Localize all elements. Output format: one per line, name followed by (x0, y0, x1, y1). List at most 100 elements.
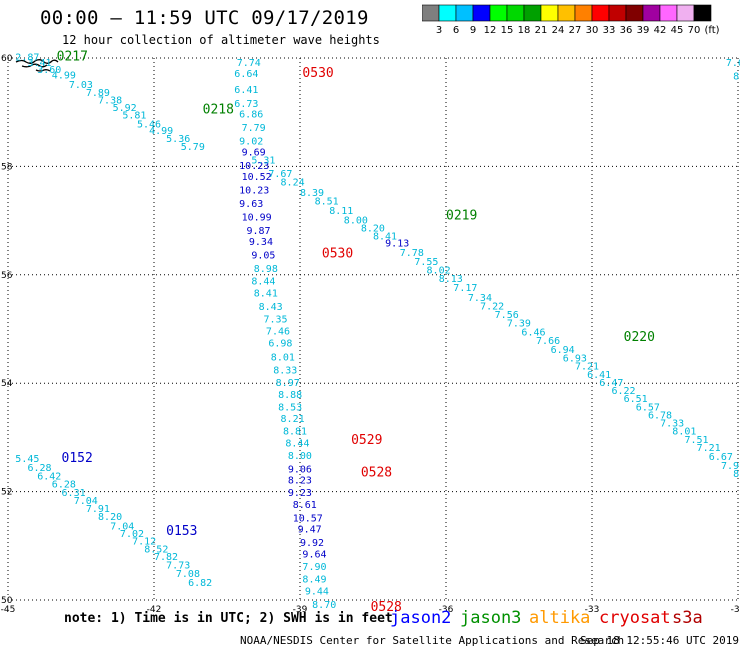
wave-height-value: 7.38 (98, 96, 122, 107)
wave-height-value: 7.67 (268, 169, 292, 180)
wave-height-value: 7.74 (237, 58, 261, 69)
wave-height-value: 8.49 (302, 575, 326, 586)
wave-height-value: 8.57 (733, 72, 740, 83)
wave-height-value: 8.41 (733, 469, 740, 480)
wave-height-value: 7.90 (302, 562, 326, 573)
wave-height-value: 6.67 (709, 452, 733, 463)
colorbar-tick-label: 45 (671, 25, 684, 36)
wave-height-value: 8.33 (273, 365, 297, 376)
wave-height-value: 9.44 (305, 587, 329, 598)
wave-height-value: 7.56 (495, 310, 519, 321)
longitude-tick-label: -36 (439, 605, 454, 615)
longitude-tick-label: -45 (1, 605, 16, 615)
wave-height-value: 7.12 (132, 537, 156, 548)
wave-height-value: 8.70 (312, 600, 336, 611)
wave-height-value: 7.64 (726, 58, 740, 69)
wave-height-value: 7.66 (536, 336, 560, 347)
wave-height-value: 7.21 (697, 443, 721, 454)
wave-height-value: 7.82 (154, 552, 178, 563)
wave-height-value: 7.04 (110, 522, 134, 533)
colorbar-tick-label: 30 (586, 25, 599, 36)
graticule (7, 57, 739, 601)
colorbar-tick-label: 36 (620, 25, 633, 36)
colorbar-tick-label: 12 (484, 25, 497, 36)
latitude-tick-label: 56 (1, 271, 13, 281)
wave-height-value: 7.55 (414, 257, 438, 268)
wave-height-value: 9.63 (239, 199, 263, 210)
wave-height-value: 8.98 (254, 264, 278, 275)
wave-height-value: 5.92 (113, 103, 137, 114)
generation-timestamp: Sep 18 12:55:46 UTC 2019 (580, 634, 739, 647)
latitude-tick-label: 54 (1, 379, 13, 389)
wave-height-value: 7.17 (453, 283, 477, 294)
wave-height-value: 6.93 (563, 354, 587, 365)
wave-height-value: 3.41 (27, 58, 51, 69)
wave-height-value: 6.22 (611, 386, 635, 397)
wave-height-value: 9.64 (302, 550, 326, 561)
wave-height-value: 8.41 (254, 288, 278, 299)
altimeter-track: 9.068.23 9.238.61 10.579.47 9.929.64 (288, 465, 327, 561)
wave-height-value: 9.34 (249, 237, 273, 248)
wave-height-value: 8.24 (281, 177, 305, 188)
wave-height-value: 10.23 (239, 186, 269, 197)
altimeter-track: 7.746.64 6.41 6.736.86 7.79 9.02 (234, 58, 265, 148)
altimeter-track: 7.787.558.028.137.177.347.227.567.396.46… (400, 248, 740, 480)
wave-height-value: 5.36 (166, 134, 190, 145)
wave-height-value: 10.23 (239, 161, 269, 172)
wave-height-value: 7.91 (721, 461, 740, 472)
colorbar-tick-label: 33 (603, 25, 616, 36)
colorbar-tick-label: 3 (436, 25, 442, 36)
colorbar-tick-label: 27 (569, 25, 582, 36)
latitude-tick-label: 60 (1, 54, 13, 64)
pass-time-label: 0528 (361, 465, 392, 480)
altimeter-track: 7.648.578.888.928.127.326.86.6 (726, 58, 740, 83)
altimeter-track: 5.31 7.678.248.398.518.118.008.208.41 (251, 156, 397, 243)
wave-height-value: 8.88 (278, 390, 302, 401)
wave-height-value: 6.86 (239, 110, 263, 121)
altimeter-track: 8.988.448.418.437.357.466.988.018.338.97… (251, 264, 312, 462)
colorbar-tick-label: 6 (453, 25, 459, 36)
colorbar-tick-label: 18 (518, 25, 531, 36)
wave-height-value: 6.82 (188, 578, 212, 589)
wave-height-value: 8.00 (344, 215, 368, 226)
pass-time-label: 0530 (302, 66, 333, 81)
longitude-tick-label: -39 (293, 605, 308, 615)
wave-height-value: 6.28 (52, 479, 76, 490)
coastline (15, 59, 59, 72)
wave-height-value: 5.46 (137, 119, 161, 130)
colorbar-tick-label: 9 (470, 25, 476, 36)
pass-time-label: 0217 (57, 50, 88, 65)
wave-height-value: 6.31 (62, 488, 86, 499)
wave-height-value: 10.52 (242, 172, 272, 183)
pass-time-label: 0529 (351, 433, 382, 448)
page-title: 00:00 – 11:59 UTC 09/17/2019 (40, 7, 369, 29)
wave-height-value: 5.79 (181, 142, 205, 153)
wave-height-value: 8.02 (427, 266, 451, 277)
wave-height-value: 8.21 (281, 414, 305, 425)
wave-height-value: 6.41 (234, 85, 258, 96)
wave-height-value: 7.73 (166, 561, 190, 572)
wave-height-value: 6.94 (551, 345, 575, 356)
wave-height-value: 8.41 (373, 232, 397, 243)
altimeter-track: 5.456.286.426.286.317.047.918.207.047.02… (15, 454, 212, 589)
satellite-label-cryosat: cryosat (599, 608, 671, 628)
wave-height-value: 9.02 (239, 137, 263, 148)
wave-height-value: 7.02 (120, 529, 144, 540)
colorbar-unit: (ft) (704, 25, 719, 36)
wave-height-value: 9.05 (251, 251, 275, 262)
wave-height-value: 6.78 (648, 410, 672, 421)
wave-height-value: 5.31 (251, 156, 275, 167)
wave-height-value: 8.52 (144, 544, 168, 555)
wave-height-value: 10.57 (293, 513, 323, 524)
altimeter-track: 9.13 (385, 239, 409, 250)
wave-height-value: 8.20 (361, 223, 385, 234)
wave-height-value: 9.13 (385, 239, 409, 250)
wave-height-value: 8.01 (672, 427, 696, 438)
wave-height-value: 10.99 (242, 213, 272, 224)
wave-height-value: 8.81 (283, 427, 307, 438)
footnote: note: 1) Time is in UTC; 2) SWH is in fe… (64, 611, 393, 626)
wave-height-value: 9.23 (288, 488, 312, 499)
wave-height-value: 7.79 (242, 123, 266, 134)
